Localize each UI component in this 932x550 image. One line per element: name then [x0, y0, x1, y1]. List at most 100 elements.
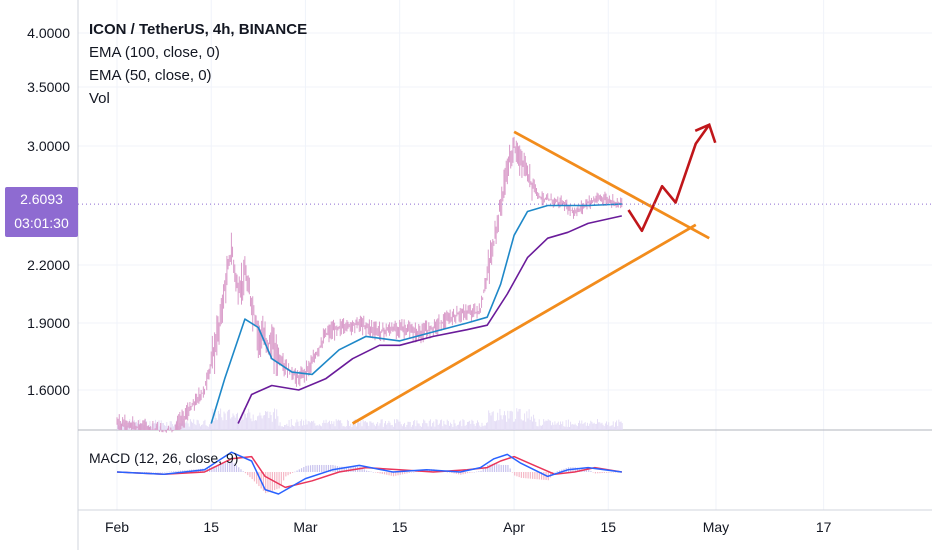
macd-histogram-bar	[523, 472, 525, 479]
volume-bar	[489, 412, 491, 430]
volume-bar	[478, 422, 480, 430]
volume-bar	[322, 422, 324, 430]
volume-bar	[320, 425, 321, 430]
volume-bar	[161, 423, 163, 430]
volume-bar	[609, 426, 611, 430]
legend-vol[interactable]: Vol	[89, 90, 110, 107]
volume-bar	[396, 419, 398, 430]
volume-bar	[546, 420, 548, 430]
volume-bar	[558, 424, 560, 430]
legend-ema50[interactable]: EMA (50, close, 0)	[89, 67, 212, 84]
macd-legend[interactable]: MACD (12, 26, close, 9)	[89, 450, 239, 466]
projection-arrowhead	[694, 123, 717, 144]
macd-histogram-bar	[410, 472, 413, 473]
volume-bar	[554, 421, 556, 430]
volume-bar	[404, 422, 406, 430]
volume-bar	[532, 421, 533, 430]
volume-bar	[342, 426, 344, 430]
volume-bar	[529, 419, 531, 430]
macd-histogram-bar	[289, 472, 291, 475]
volume-bar	[318, 424, 320, 430]
macd-histogram-bar	[256, 472, 258, 484]
macd-histogram-bar	[341, 466, 343, 472]
macd-histogram-bar	[386, 472, 388, 475]
y-tick-label: 1.9000	[27, 315, 70, 331]
volume-bar	[165, 425, 167, 430]
volume-bar	[453, 419, 455, 430]
volume-bar	[618, 419, 620, 430]
volume-bar	[555, 424, 557, 430]
volume-bar	[257, 416, 259, 430]
volume-bar	[171, 424, 173, 430]
volume-bar	[167, 426, 169, 430]
volume-bar	[427, 426, 429, 430]
volume-bar	[193, 419, 195, 430]
volume-bar	[189, 419, 191, 430]
volume-bar	[608, 422, 610, 430]
volume-bar	[621, 423, 623, 430]
macd-histogram-bar	[265, 472, 267, 494]
macd-histogram-bar	[175, 471, 177, 472]
volume-bar	[566, 426, 568, 430]
volume-bar	[413, 421, 415, 430]
volume-bar	[249, 412, 251, 430]
macd-histogram-bar	[471, 472, 473, 473]
volume-bar	[159, 426, 161, 430]
macd-histogram-bar	[217, 464, 220, 472]
projection-path	[627, 124, 711, 233]
volume-bar	[428, 420, 430, 430]
macd-histogram-bar	[309, 465, 312, 472]
volume-bar	[278, 425, 280, 430]
macd-histogram-bar	[516, 472, 518, 477]
volume-bar	[409, 421, 411, 430]
volume-bar	[223, 411, 225, 430]
volume-bar	[226, 411, 228, 430]
volume-bar	[477, 420, 478, 430]
macd-histogram-bar	[482, 468, 484, 472]
volume-bar	[498, 420, 500, 430]
volume-bar	[188, 426, 190, 430]
volume-bar	[484, 425, 486, 430]
macd-histogram-bar	[332, 464, 334, 472]
volume-bar	[517, 411, 519, 430]
volume-bar	[560, 421, 561, 430]
volume-bar	[327, 421, 329, 430]
volume-bar	[197, 420, 199, 430]
y-tick-label: 3.5000	[27, 79, 70, 95]
volume-bar	[426, 423, 428, 430]
volume-bar	[261, 418, 263, 430]
volume-bar	[164, 425, 166, 430]
volume-bar	[359, 422, 361, 430]
macd-histogram-bar	[536, 472, 538, 480]
volume-bar	[377, 422, 379, 430]
volume-bar	[350, 423, 352, 430]
ema50-line	[210, 203, 622, 424]
legend-ema100[interactable]: EMA (100, close, 0)	[89, 44, 220, 61]
volume-bar	[207, 426, 209, 430]
volume-bar	[511, 411, 513, 430]
volume-bar	[295, 422, 297, 430]
macd-histogram-bar	[509, 468, 511, 472]
volume-bar	[606, 421, 607, 430]
volume-bar	[442, 426, 444, 430]
volume-bar	[398, 421, 400, 430]
volume-bar	[486, 422, 487, 430]
macd-histogram-bar	[143, 472, 146, 473]
volume-bar	[401, 426, 403, 430]
volume-bar	[419, 425, 421, 430]
volume-bar	[539, 425, 541, 430]
volume-bar	[308, 421, 310, 430]
macd-histogram-bar	[540, 472, 543, 480]
macd-histogram-bar	[480, 470, 482, 472]
volume-bar	[497, 412, 499, 430]
volume-bar	[462, 419, 464, 430]
volume-bar	[214, 411, 216, 430]
volume-bar	[408, 421, 410, 430]
volume-bar	[380, 419, 382, 430]
volume-bar	[311, 420, 312, 430]
macd-histogram-bar	[285, 472, 287, 477]
volume-bar	[306, 424, 308, 430]
volume-bar	[394, 419, 395, 430]
macd-histogram-bar	[395, 472, 397, 476]
